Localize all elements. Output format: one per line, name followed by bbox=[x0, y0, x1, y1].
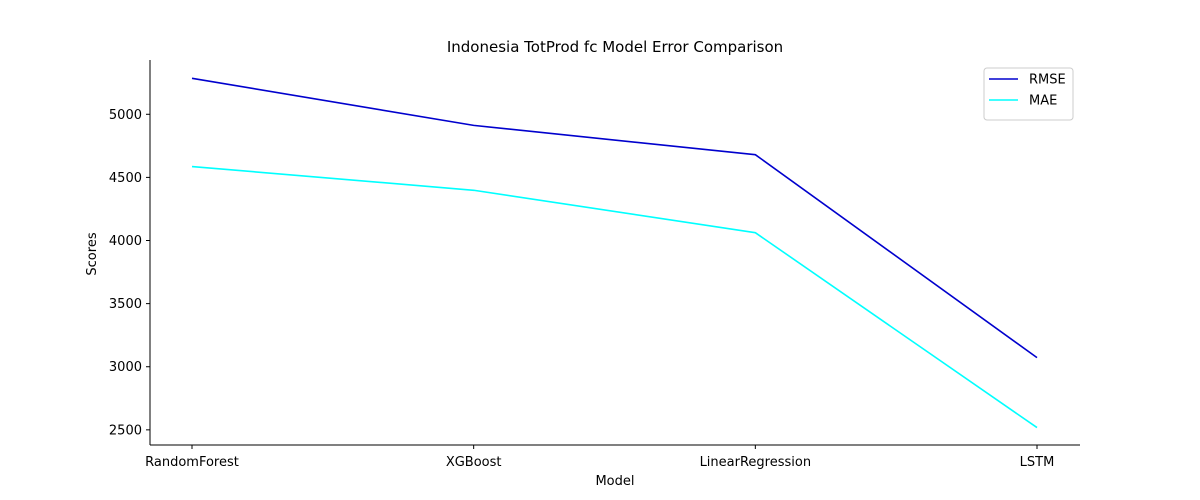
x-tick-label: XGBoost bbox=[446, 455, 502, 470]
series-line-rmse bbox=[191, 77, 1038, 359]
y-tick-label: 4000 bbox=[109, 234, 142, 249]
axes: 2500 3000 3500 4000 4500 5000 RandomForest XGBo… bbox=[109, 60, 1080, 470]
x-tick-label: LSTM bbox=[1020, 455, 1055, 470]
y-tick-label: 5000 bbox=[109, 108, 142, 123]
series-line-mae bbox=[191, 165, 1038, 429]
x-axis-label: Model bbox=[595, 474, 634, 489]
y-tick-label: 3500 bbox=[109, 297, 142, 312]
legend-label-mae: MAE bbox=[1029, 94, 1057, 109]
y-tick-label: 4500 bbox=[109, 171, 142, 186]
series-lines bbox=[191, 77, 1038, 429]
y-axis-label: Scores bbox=[85, 232, 100, 275]
chart-title: Indonesia TotProd fc Model Error Compari… bbox=[447, 38, 783, 56]
y-tick-label: 2500 bbox=[109, 423, 142, 438]
legend-label-rmse: RMSE bbox=[1029, 73, 1066, 88]
legend-box bbox=[983, 67, 1074, 121]
x-tick-label: RandomForest bbox=[145, 455, 239, 470]
legend: RMSE MAE bbox=[983, 67, 1074, 121]
x-tick-label: LinearRegression bbox=[700, 455, 812, 470]
y-tick-label: 3000 bbox=[109, 360, 142, 375]
